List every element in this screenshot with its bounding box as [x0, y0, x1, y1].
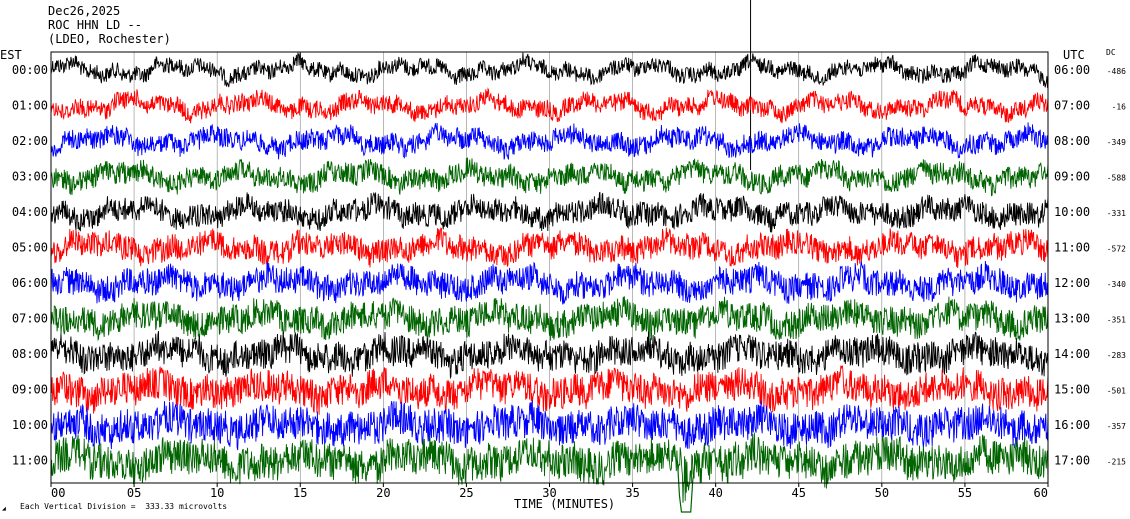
est-time-label: 00:00	[12, 63, 48, 77]
header-location: (LDEO, Rochester)	[48, 32, 171, 46]
utc-time-label: 07:00	[1054, 99, 1090, 113]
est-time-label: 04:00	[12, 205, 48, 219]
dc-offset-label: -486	[1107, 67, 1126, 76]
utc-time-label: 08:00	[1054, 134, 1090, 148]
est-time-label: 10:00	[12, 418, 48, 432]
grid-lines	[133, 52, 966, 483]
trace-0500	[50, 227, 1049, 269]
est-time-label: 01:00	[12, 99, 48, 113]
header-station: ROC HHN LD --	[48, 18, 142, 32]
trace-0700	[50, 296, 1049, 342]
dc-offset-label: -340	[1107, 280, 1126, 289]
dc-offset-label: -16	[1112, 103, 1127, 112]
utc-time-label: 17:00	[1054, 454, 1090, 468]
row-labels: 00:00 06:00 -486 01:00 07:00 -16 02:00 08:00 -34…	[12, 63, 1126, 468]
dc-offset-label: -215	[1107, 458, 1126, 467]
event-signal	[676, 450, 698, 513]
x-tick-label: 15	[293, 486, 307, 500]
est-time-label: 03:00	[12, 170, 48, 184]
est-time-label: 02:00	[12, 134, 48, 148]
x-axis-title: TIME (MINUTES)	[514, 497, 616, 511]
utc-time-label: 16:00	[1054, 418, 1090, 432]
utc-time-label: 13:00	[1054, 312, 1090, 326]
x-tick-label: 55	[958, 486, 972, 500]
x-tick-label: 60	[1034, 486, 1048, 500]
dc-offset-label: -331	[1107, 209, 1126, 218]
x-tick-label: 50	[875, 486, 889, 500]
dc-offset-label: -351	[1107, 316, 1126, 325]
trace-1100	[50, 432, 1049, 503]
x-tick-label: 40	[708, 486, 722, 500]
dc-offset-label: -357	[1107, 422, 1126, 431]
dc-offset-label: -572	[1107, 245, 1126, 254]
est-time-label: 08:00	[12, 347, 48, 361]
trace-0000	[50, 51, 1049, 89]
est-time-label: 06:00	[12, 276, 48, 290]
trace-0900	[50, 365, 1049, 415]
x-tick-label: 05	[127, 486, 141, 500]
utc-time-label: 10:00	[1054, 205, 1090, 219]
trace-0100	[50, 87, 1049, 124]
x-tick-label: 20	[376, 486, 390, 500]
x-tick-label: 25	[459, 486, 473, 500]
est-time-label: 09:00	[12, 383, 48, 397]
utc-time-label: 11:00	[1054, 241, 1090, 255]
est-label: EST	[0, 48, 22, 62]
utc-label: UTC	[1063, 48, 1085, 62]
dc-offset-label: -588	[1107, 174, 1126, 183]
x-tick-label: 00	[51, 486, 65, 500]
trace-0200	[50, 122, 1049, 161]
x-tick-label: 30	[542, 486, 556, 500]
header-date: Dec26,2025	[48, 4, 121, 18]
ldeo-logo: ◢	[2, 506, 6, 512]
x-tick-label: 45	[792, 486, 806, 500]
dc-offset-label: -283	[1107, 351, 1126, 360]
x-tick-label: 10	[210, 486, 224, 500]
traces	[50, 0, 1049, 513]
dc-label: DC	[1106, 48, 1116, 57]
dc-offset-label: -349	[1107, 138, 1126, 147]
utc-time-label: 14:00	[1054, 347, 1090, 361]
trace-0600	[50, 260, 1049, 305]
utc-time-label: 06:00	[1054, 63, 1090, 77]
x-axis: 00 05 10 15 20 25 30 35 40 45 50 55 60	[50, 483, 1049, 500]
x-tick-label: 35	[625, 486, 639, 500]
dc-offset-label: -501	[1107, 387, 1126, 396]
utc-time-label: 09:00	[1054, 170, 1090, 184]
est-time-label: 07:00	[12, 312, 48, 326]
trace-1000	[50, 400, 1049, 451]
trace-0300	[50, 157, 1049, 197]
est-time-label: 11:00	[12, 454, 48, 468]
trace-0400	[50, 191, 1049, 233]
utc-time-label: 12:00	[1054, 276, 1090, 290]
est-time-label: 05:00	[12, 241, 48, 255]
utc-time-label: 15:00	[1054, 383, 1090, 397]
scale-note: Each Vertical Division = 333.33 microvol…	[20, 502, 228, 511]
trace-0800	[50, 331, 1049, 380]
